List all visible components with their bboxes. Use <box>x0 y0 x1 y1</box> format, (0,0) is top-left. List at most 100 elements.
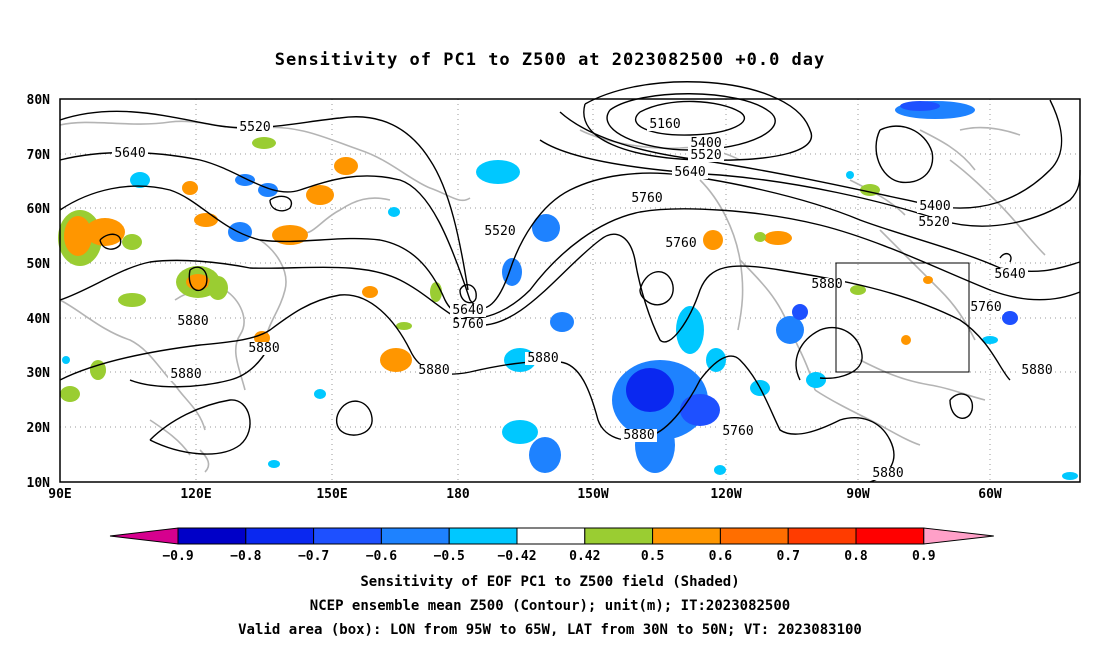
contour-label-bg <box>168 368 204 381</box>
contour-label: 5640 <box>452 303 483 318</box>
footer-line-1: Sensitivity of EOF PC1 to Z500 field (Sh… <box>360 574 740 590</box>
colorbar-lower-extension <box>109 527 179 545</box>
map-frame <box>60 99 1080 482</box>
contour-label-bg <box>237 121 273 134</box>
contour-label-bg <box>672 166 708 179</box>
contour-label-bg <box>621 429 657 442</box>
colorbar-tick-label: 0.42 <box>569 549 600 564</box>
contour-label-bg <box>629 192 665 205</box>
colorbar-tick-label: −0.42 <box>497 549 536 564</box>
colorbar-tick-label: 0.7 <box>776 549 799 564</box>
colorbar-upper-extension <box>923 527 994 545</box>
colorbar-tick-label: 0.5 <box>641 549 664 564</box>
contour-label-bg <box>416 364 452 377</box>
contour-label-bg <box>663 237 699 250</box>
contour-label: 5400 <box>919 199 950 214</box>
colorbar-segment <box>245 527 315 545</box>
lat-label: 60N <box>27 202 51 217</box>
lon-label: 150W <box>577 487 608 502</box>
colorbar-segment <box>855 527 925 545</box>
colorbar-segment <box>516 527 586 545</box>
lat-axis-labels: 80N 70N 60N 50N 40N 30N 20N 10N <box>27 93 51 491</box>
lon-label: 90E <box>48 487 71 502</box>
lat-label: 70N <box>27 148 51 163</box>
footer-line-2: NCEP ensemble mean Z500 (Contour); unit(… <box>309 598 791 614</box>
colorbar-segment <box>313 527 382 545</box>
map-border <box>59 98 1081 483</box>
colorbar-tick-label: 0.8 <box>844 549 868 564</box>
contour-label: 5880 <box>170 367 201 382</box>
lon-label: 60W <box>978 487 1002 502</box>
colorbar: −0.9 −0.8 −0.7 −0.6 −0.5 −0.42 0.42 0.5 0.6 0.7 0.… <box>109 527 994 564</box>
contour-label: 5760 <box>665 236 696 251</box>
contour-label-bg <box>688 137 724 150</box>
contour-label-bg <box>968 301 1004 314</box>
lon-axis-labels: 90E 120E 150E 180 150W 120W 90W 60W <box>48 487 1002 502</box>
colorbar-tick-label: −0.5 <box>434 549 465 564</box>
contour-label: 5520 <box>690 148 721 163</box>
footer-line-3: Valid area (box): LON from 95W to 65W, L… <box>238 622 862 638</box>
contour-label: 5760 <box>452 317 483 332</box>
lon-label: 120W <box>710 487 741 502</box>
colorbar-tick-label: −0.8 <box>230 549 261 564</box>
contour-label: 5880 <box>872 466 903 481</box>
colorbar-tick-label: −0.6 <box>366 549 397 564</box>
contour-label: 5760 <box>631 191 662 206</box>
lat-label: 50N <box>27 257 51 272</box>
z500-contours <box>59 81 1081 483</box>
contour-label: 5640 <box>114 146 145 161</box>
valid-area-box <box>835 262 970 373</box>
colorbar-segment <box>787 527 857 545</box>
contour-label: 5880 <box>177 314 208 329</box>
contour-label: 5520 <box>918 215 949 230</box>
lon-label: 90W <box>846 487 870 502</box>
colorbar-tick-label: −0.7 <box>298 549 329 564</box>
contour-label: 5880 <box>418 363 449 378</box>
lat-label: 80N <box>27 93 51 108</box>
contour-label: 5640 <box>674 165 705 180</box>
contour-label-bg <box>246 342 282 355</box>
contour-label: 5520 <box>484 224 515 239</box>
contour-label-bg <box>688 149 724 162</box>
colorbar-segment <box>380 527 450 545</box>
sensitivity-shading <box>58 101 1078 480</box>
lat-label: 10N <box>27 476 51 491</box>
contour-label: 5880 <box>811 277 842 292</box>
colorbar-segment <box>448 527 518 545</box>
contour-label: 5760 <box>722 424 753 439</box>
colorbar-segment <box>584 527 654 545</box>
colorbar-segment <box>177 527 247 545</box>
contour-label: 5400 <box>690 136 721 151</box>
lat-label: 20N <box>27 421 51 436</box>
contour-label-bg <box>482 225 518 238</box>
contour-label-bg <box>917 200 953 213</box>
contour-label: 5640 <box>994 267 1025 282</box>
colorbar-tick-label: 0.9 <box>912 549 935 564</box>
contour-label-bg <box>647 118 683 131</box>
contour-label-bg <box>450 318 486 331</box>
contour-label-bg <box>916 216 952 229</box>
lat-label: 40N <box>27 312 51 327</box>
contour-label: 5880 <box>623 428 654 443</box>
contour-label: 5880 <box>248 341 279 356</box>
lon-label: 180 <box>446 487 470 502</box>
contour-label: 5520 <box>239 120 270 135</box>
lon-label: 150E <box>316 487 347 502</box>
colorbar-segment <box>652 527 721 545</box>
contour-labels: 5520564051605400552056405760540055205520… <box>112 117 1055 481</box>
contour-label: 5880 <box>527 351 558 366</box>
contour-label-bg <box>175 315 211 328</box>
colorbar-tick-label: 0.6 <box>709 549 733 564</box>
contour-label-bg <box>112 147 148 160</box>
contour-label-bg <box>525 352 561 365</box>
lat-label: 30N <box>27 366 51 381</box>
contour-label-bg <box>992 268 1028 281</box>
contour-label-bg <box>720 425 756 438</box>
colorbar-tick-label: −0.9 <box>162 549 193 564</box>
contour-label-bg <box>450 304 486 317</box>
colorbar-segment <box>719 527 789 545</box>
lon-label: 120E <box>180 487 211 502</box>
contour-label: 5880 <box>1021 363 1052 378</box>
contour-label-bg <box>870 467 906 480</box>
